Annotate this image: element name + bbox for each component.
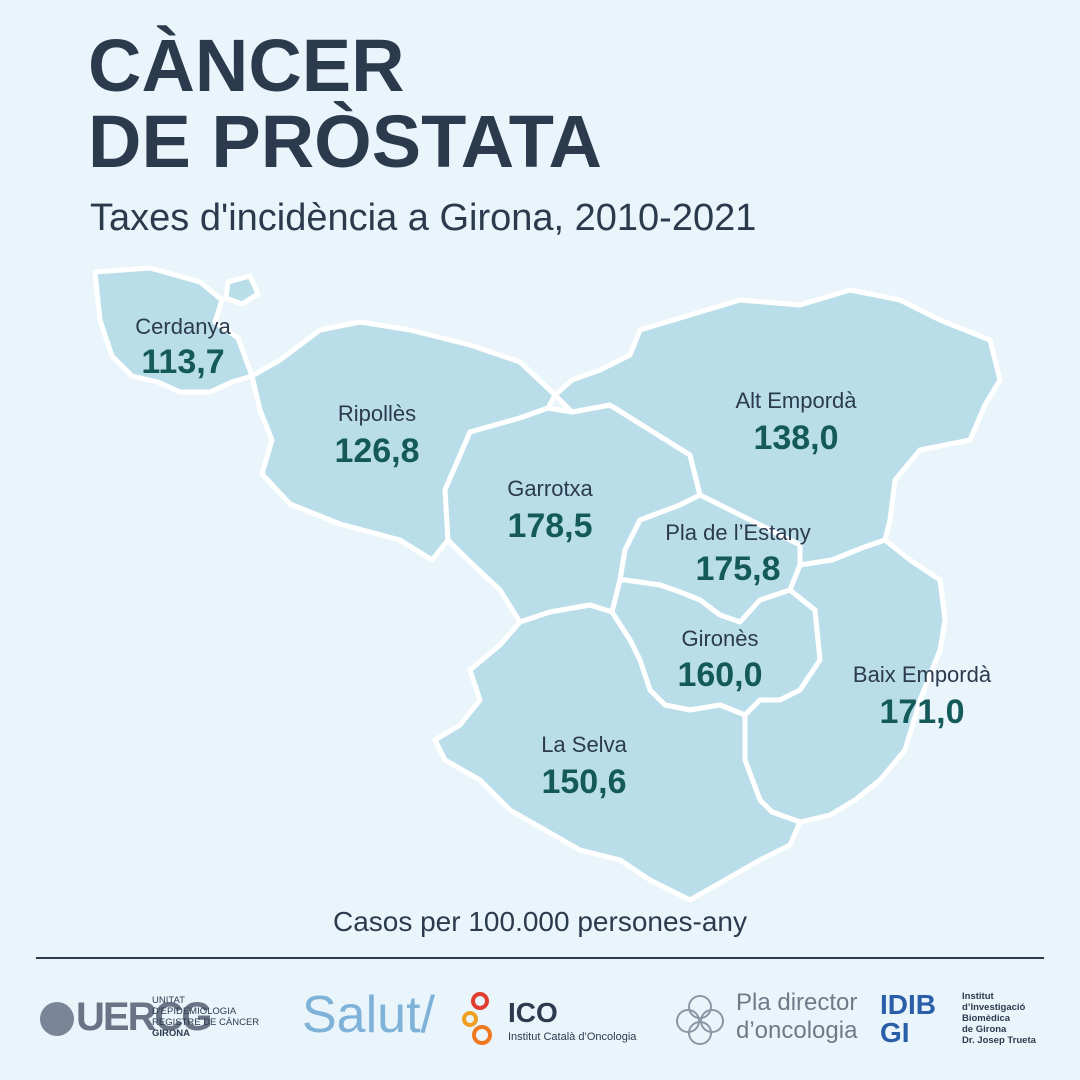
region-value-ripolles: 126,8 bbox=[334, 432, 419, 470]
uercg-mark-text: UERCG bbox=[76, 995, 212, 1039]
region-cerdanya bbox=[92, 265, 255, 395]
idibgi-line-1: Institut bbox=[962, 991, 994, 1002]
footer-logos: UERCG UNITAT D'EPIDEMIOLOGIA REGISTRE DE… bbox=[0, 975, 1080, 1065]
pla-director-logo: Pla director d’oncologia bbox=[672, 989, 862, 1049]
idibgi-text: Institut d’Investigació Biomèdica de Gir… bbox=[962, 991, 1036, 1046]
region-label-baix-emporda: Baix Empordà bbox=[853, 662, 992, 687]
uercg-line-3: REGISTRE DE CÀNCER bbox=[152, 1017, 260, 1028]
region-label-cerdanya: Cerdanya bbox=[135, 314, 231, 339]
region-label-girones: Gironès bbox=[681, 626, 758, 651]
idibgi-line-5: Dr. Josep Trueta bbox=[962, 1035, 1036, 1046]
ico-rings-icon bbox=[462, 992, 492, 1045]
region-value-alt-emporda: 138,0 bbox=[753, 419, 838, 457]
pla-line-2: d’oncologia bbox=[736, 1017, 858, 1044]
idibgi-logo: IDIB GI Institut d’Investigació Biomèdic… bbox=[880, 991, 1060, 1051]
uercg-line-1: UNITAT bbox=[152, 995, 185, 1006]
region-value-girones: 160,0 bbox=[677, 656, 762, 694]
region-label-garrotxa: Garrotxa bbox=[507, 476, 593, 501]
ico-logo: ICO Institut Català d’Oncologia bbox=[458, 991, 648, 1051]
idibgi-line-4: de Girona bbox=[962, 1024, 1007, 1035]
pla-director-text: Pla director d’oncologia bbox=[736, 989, 857, 1045]
idibgi-line-2: d’Investigació bbox=[962, 1002, 1026, 1013]
uercg-line-4: GIRONA bbox=[152, 1028, 190, 1039]
pla-line-1: Pla director bbox=[736, 989, 858, 1016]
region-label-ripolles: Ripollès bbox=[338, 401, 416, 426]
title-line-1: CÀNCER bbox=[88, 24, 405, 107]
region-label-alt-emporda: Alt Empordà bbox=[735, 388, 857, 413]
region-value-garrotxa: 178,5 bbox=[507, 507, 592, 545]
page-subtitle: Taxes d'incidència a Girona, 2010-2021 bbox=[90, 197, 757, 239]
uercg-text: UNITAT D'EPIDEMIOLOGIA REGISTRE DE CÀNCE… bbox=[152, 995, 292, 1039]
idibgi-mark-2: GI bbox=[880, 1017, 910, 1048]
idibgi-mark: IDIB GI bbox=[880, 991, 960, 1047]
ico-word: ICO bbox=[508, 997, 558, 1028]
region-cerdanya-enclave bbox=[223, 273, 261, 307]
unit-label: Casos per 100.000 persones-any bbox=[332, 906, 748, 937]
region-value-la-selva: 150,6 bbox=[541, 763, 626, 801]
uercg-circle-icon bbox=[40, 1002, 74, 1037]
uercg-mark: UERCG bbox=[40, 995, 212, 1040]
region-label-la-selva: La Selva bbox=[541, 732, 627, 757]
salut-logo: Salut/ bbox=[302, 986, 435, 1044]
uercg-line-2: D'EPIDEMIOLOGIA bbox=[152, 1006, 237, 1017]
region-value-cerdanya: 113,7 bbox=[141, 343, 224, 381]
region-la-selva bbox=[432, 602, 803, 903]
pla-flower-icon bbox=[676, 995, 724, 1045]
region-baix-emporda bbox=[742, 537, 948, 825]
title-line-2: DE PRÒSTATA bbox=[88, 100, 602, 183]
region-value-pla-de-lestany: 175,8 bbox=[695, 550, 780, 588]
idibgi-mark-1: IDIB bbox=[880, 989, 936, 1020]
region-value-baix-emporda: 171,0 bbox=[879, 693, 964, 731]
footer-divider bbox=[36, 957, 1044, 959]
idibgi-line-3: Biomèdica bbox=[962, 1013, 1011, 1024]
region-label-pla-de-lestany: Pla de l’Estany bbox=[665, 520, 811, 545]
ico-subtitle: Institut Català d’Oncologia bbox=[508, 1031, 637, 1043]
page-title: CÀNCER DE PRÒSTATA bbox=[88, 28, 602, 180]
